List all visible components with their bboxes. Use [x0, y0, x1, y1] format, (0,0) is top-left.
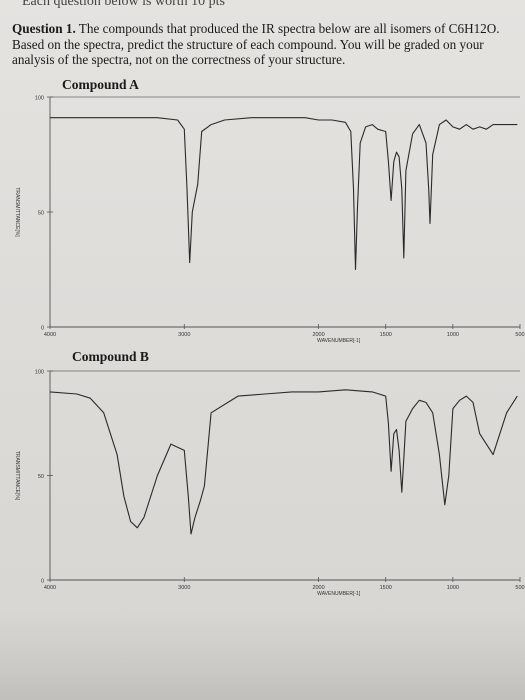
x-tick-label: 1000	[447, 332, 459, 338]
x-tick-label: 500	[515, 585, 524, 591]
x-tick-label: 4000	[44, 332, 56, 338]
x-axis-label: WAVENUMBER[-1]	[317, 338, 361, 344]
x-tick-label: 500	[515, 332, 524, 338]
ir-spectrum-trace	[49, 389, 518, 535]
question-number: Question 1.	[12, 21, 76, 36]
x-tick-label: 2000	[312, 332, 324, 338]
y-tick-label: 50	[38, 474, 44, 480]
x-tick-label: 4000	[44, 585, 56, 591]
ir-spectrum-trace	[50, 117, 518, 271]
x-tick-label: 3000	[178, 585, 190, 591]
x-axis-label: WAVENUMBER[-1]	[317, 591, 361, 597]
y-axis-label: TRANSMITTANCE[%]	[14, 187, 20, 237]
y-tick-label: 100	[35, 96, 44, 102]
x-tick-label: 1500	[380, 585, 392, 591]
y-tick-label: 100	[35, 370, 44, 376]
cut-off-header-text: Each question below is worth 10 pts	[22, 0, 225, 9]
question-prompt: Question 1. The compounds that produced …	[12, 21, 512, 68]
x-tick-label: 1500	[380, 332, 392, 338]
y-tick-label: 0	[41, 579, 44, 585]
y-axis-label: TRANSMITTANCE[%]	[14, 451, 20, 501]
question-text: The compounds that produced the IR spect…	[12, 21, 500, 67]
x-tick-label: 2000	[312, 585, 324, 591]
compound-b-label: Compound B	[72, 349, 149, 364]
x-tick-label: 3000	[178, 332, 190, 338]
x-tick-label: 1000	[447, 585, 459, 591]
y-tick-label: 50	[38, 211, 44, 217]
compound-a-label: Compound A	[62, 77, 139, 92]
y-tick-label: 0	[41, 326, 44, 332]
